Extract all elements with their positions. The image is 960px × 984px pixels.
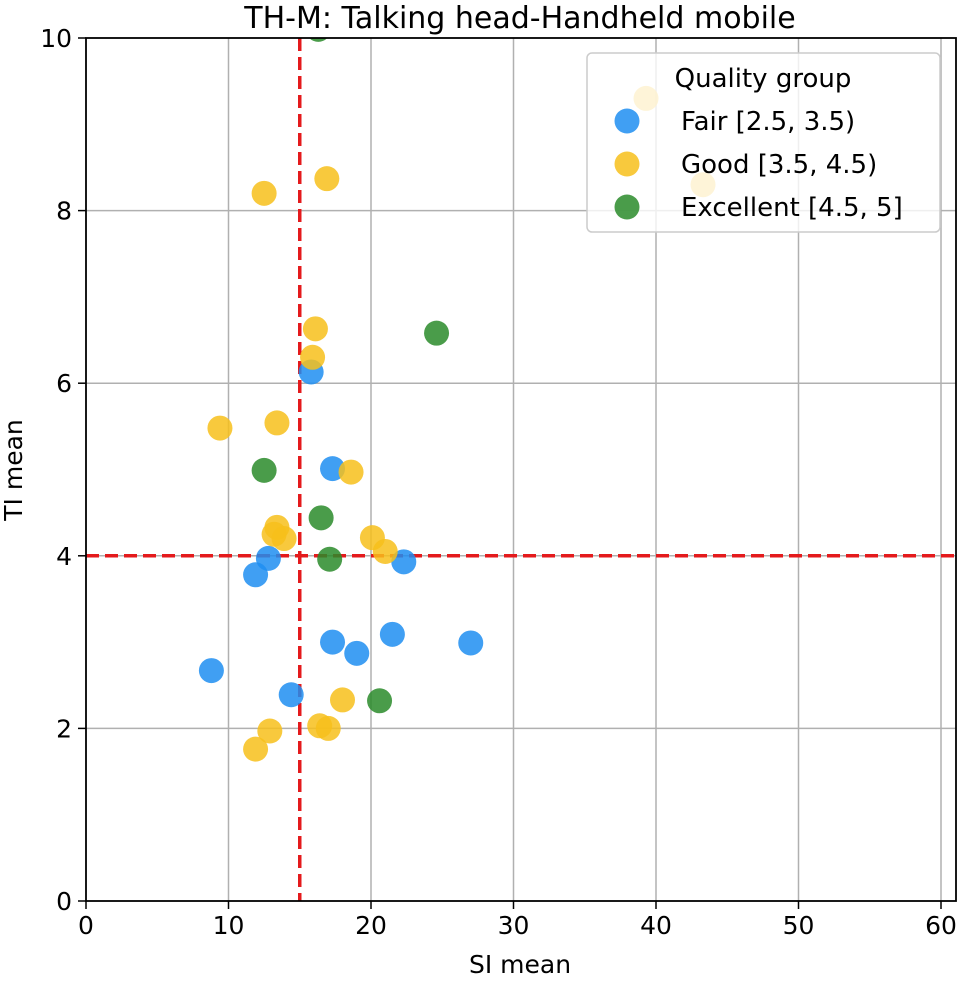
data-point-series-1 (315, 715, 341, 741)
data-point-series-1 (257, 718, 283, 744)
x-axis-ticks: 0 10 20 30 40 50 60 (78, 901, 957, 940)
legend-marker (614, 194, 640, 220)
data-point-series-1 (338, 459, 364, 485)
y-tick-label: 2 (56, 714, 72, 743)
data-point-series-1 (300, 344, 326, 370)
plot-frame (85, 37, 957, 902)
legend-entry-label: Fair [2.5, 3.5) (681, 107, 855, 137)
x-tick-label: 50 (783, 911, 815, 940)
data-point-series-2 (367, 688, 393, 714)
legend-entry-label: Excellent [4.5, 5] (681, 193, 903, 223)
y-tick-label: 8 (56, 197, 72, 226)
data-point-series-1 (251, 180, 277, 206)
chart-title: TH-M: Talking head-Handheld mobile (243, 1, 795, 36)
data-point-series-0 (198, 658, 224, 684)
data-point-series-0 (278, 682, 304, 708)
reference-lines (86, 38, 956, 901)
x-tick-label: 20 (355, 911, 387, 940)
data-point-series-0 (320, 456, 346, 482)
x-tick-label: 0 (78, 911, 94, 940)
legend-box (586, 52, 941, 233)
y-axis-label: TI mean (0, 419, 28, 522)
data-point-series-2 (308, 505, 334, 531)
data-point-series-1 (207, 415, 233, 441)
data-point-series-1 (243, 736, 269, 762)
data-point-series-1 (330, 687, 355, 713)
data-point-series-2 (251, 457, 277, 483)
data-point-series-2 (309, 38, 328, 42)
data-point-series-1 (302, 316, 328, 342)
legend-marker (614, 108, 640, 134)
legend-entry-label: Good [3.5, 4.5) (681, 150, 877, 180)
x-tick-label: 10 (213, 911, 245, 940)
data-point-series-1 (264, 410, 290, 436)
x-tick-label: 30 (498, 911, 530, 940)
axes-frame (85, 37, 957, 902)
data-point-series-0 (255, 545, 281, 571)
y-tick-label: 10 (40, 24, 72, 53)
data-point-series-1 (314, 166, 340, 192)
legend-title: Quality group (675, 64, 852, 94)
data-point-series-1 (372, 538, 398, 564)
x-tick-label: 60 (925, 911, 957, 940)
legend-marker (614, 151, 640, 177)
x-axis-label: SI mean (469, 950, 571, 979)
y-tick-label: 6 (56, 369, 72, 398)
y-axis-ticks: 0 2 4 6 8 10 (40, 24, 86, 916)
y-tick-label: 0 (56, 887, 72, 916)
data-point-series-1 (271, 526, 297, 552)
data-point-series-0 (320, 629, 346, 655)
y-tick-label: 4 (56, 542, 72, 571)
data-point-series-0 (344, 640, 370, 666)
data-point-series-0 (379, 621, 405, 647)
data-point-series-0 (458, 630, 484, 656)
data-point-series-2 (424, 320, 450, 346)
data-point-series-0 (391, 549, 417, 575)
x-tick-label: 40 (640, 911, 672, 940)
data-point-series-2 (317, 546, 343, 572)
legend: Quality group Fair [2.5, 3.5) Good [3.5, … (586, 52, 941, 233)
